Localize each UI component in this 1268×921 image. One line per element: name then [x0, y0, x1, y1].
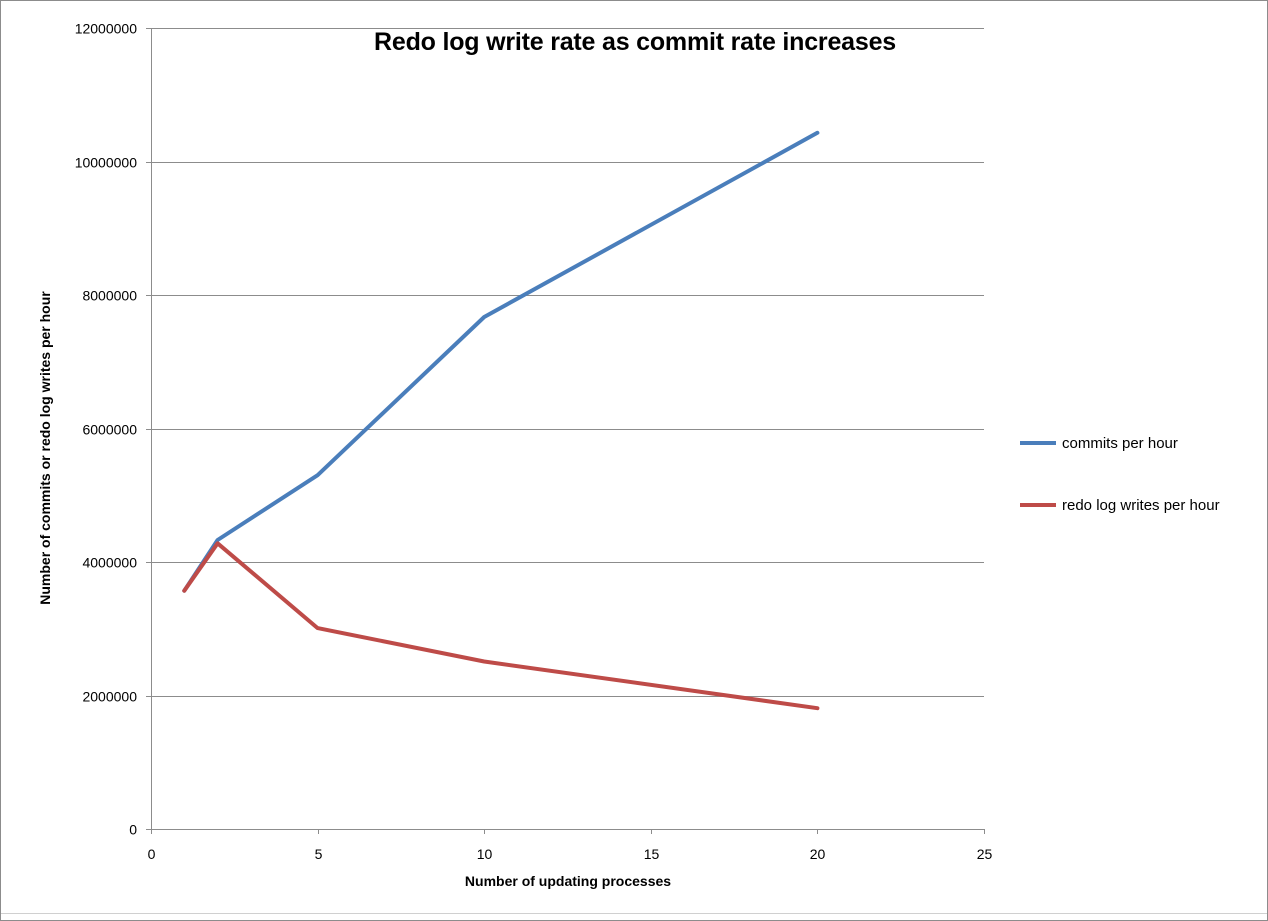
- x-tick-label: 0: [148, 846, 156, 862]
- x-tick-label: 10: [477, 846, 493, 862]
- legend-swatch-redo-writes: [1020, 503, 1056, 507]
- series-line-redo-writes: [182, 541, 820, 711]
- legend: commits per hour redo log writes per hou…: [1020, 432, 1255, 556]
- y-tick-label: 2000000: [82, 689, 137, 705]
- legend-label-commits: commits per hour: [1062, 434, 1178, 452]
- legend-item-commits: commits per hour: [1020, 432, 1255, 454]
- y-axis-label: Number of commits or redo log writes per…: [37, 291, 53, 605]
- x-tick-label: 25: [977, 846, 993, 862]
- y-tick-label: 12000000: [75, 21, 138, 37]
- x-tick-label: 15: [644, 846, 660, 862]
- chart-title: Redo log write rate as commit rate incre…: [374, 28, 896, 56]
- x-axis-label: Number of updating processes: [464, 873, 672, 889]
- legend-item-redo-writes: redo log writes per hour: [1020, 494, 1255, 516]
- legend-label-redo-writes: redo log writes per hour: [1062, 496, 1220, 514]
- x-tick-label: 20: [810, 846, 826, 862]
- y-tick-label: 8000000: [82, 288, 137, 304]
- y-tick-label: 10000000: [75, 155, 138, 171]
- legend-swatch-commits: [1020, 441, 1056, 445]
- series-line-commits: [182, 130, 820, 593]
- y-tick-label: 0: [129, 822, 137, 838]
- x-tick-label: 5: [315, 846, 323, 862]
- y-tick-label: 6000000: [82, 422, 137, 438]
- y-tick-label: 4000000: [82, 555, 137, 571]
